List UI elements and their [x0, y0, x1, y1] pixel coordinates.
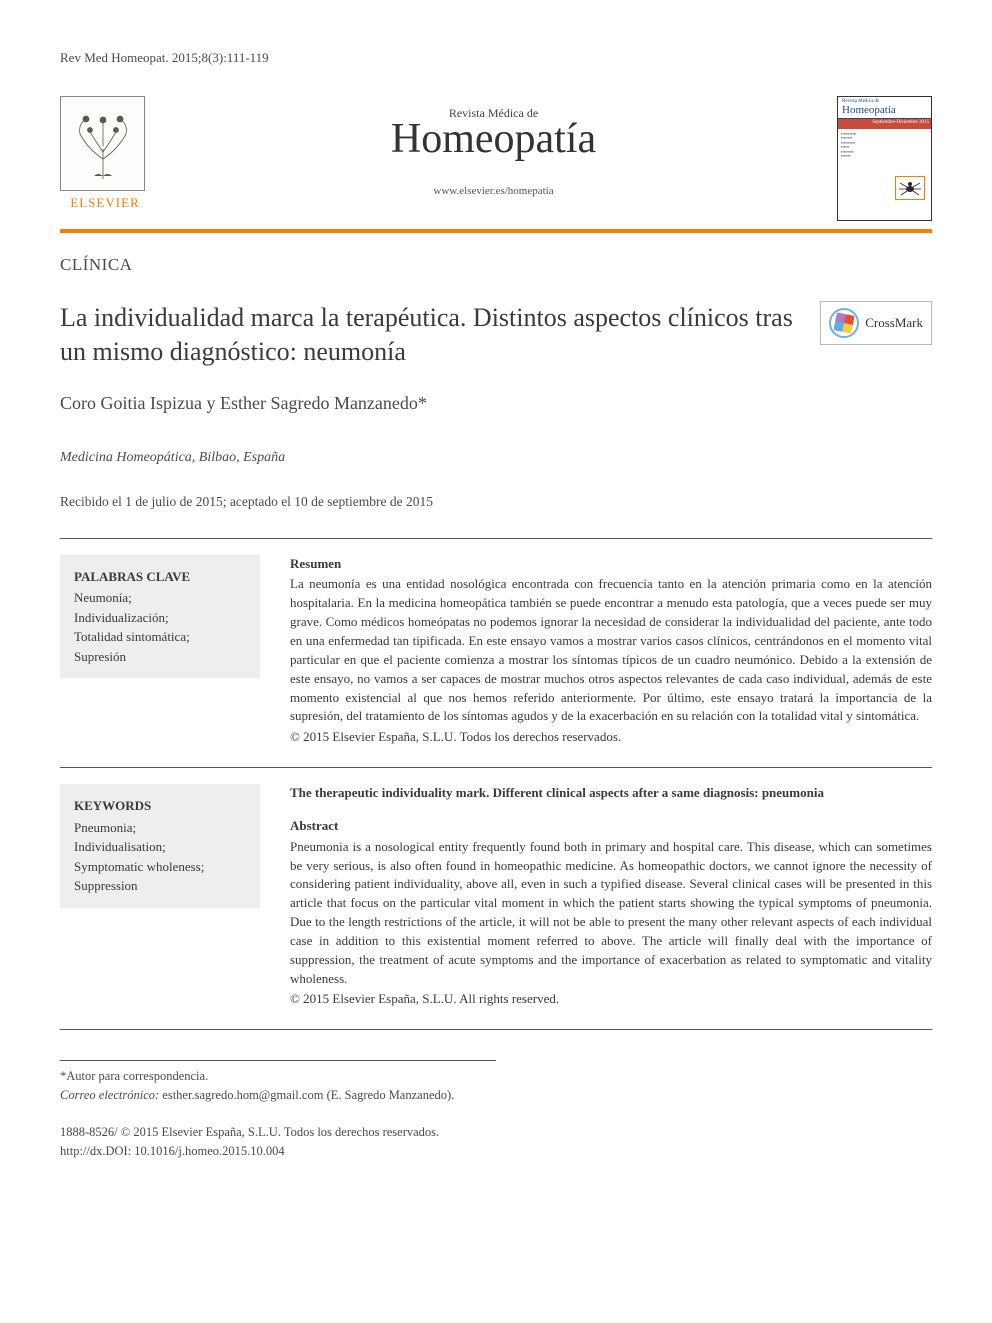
resumen-block: PALABRAS CLAVE Neumonía; Individualizaci…	[60, 539, 932, 767]
email-label: Correo electrónico:	[60, 1088, 162, 1102]
crossmark-label: CrossMark	[865, 315, 923, 331]
cover-toc-text: ▪▪▪▪▪▪▪▪▪▪▪▪▪▪▪▪▪▪▪▪▪▪▪▪▪▪▪▪▪▪▪▪▪▪▪▪▪▪▪▪…	[838, 129, 931, 161]
palabras-clave-item: Supresión	[74, 647, 246, 667]
doi-link[interactable]: http://dx.DOI: 10.1016/j.homeo.2015.10.0…	[60, 1142, 932, 1161]
author-email-name: (E. Sagredo Manzanedo).	[323, 1088, 454, 1102]
cover-spider-icon	[895, 176, 925, 200]
affiliation: Medicina Homeopática, Bilbao, España	[60, 450, 932, 466]
elsevier-logo: ELSEVIER	[60, 96, 150, 211]
footnotes: *Autor para correspondencia. Correo elec…	[60, 1060, 496, 1105]
abstract-title-en: The therapeutic individuality mark. Diff…	[290, 784, 932, 803]
keywords-heading: KEYWORDS	[74, 796, 246, 816]
cover-issue-bar: Septiembre-Diciembre 2015	[838, 119, 931, 129]
keywords-item: Pneumonia;	[74, 818, 246, 838]
citation: Rev Med Homeopat. 2015;8(3):111-119	[60, 50, 932, 66]
resumen-content: Resumen La neumonía es una entidad nosol…	[290, 555, 932, 747]
keywords-box: KEYWORDS Pneumonia; Individualisation; S…	[60, 784, 260, 908]
palabras-clave-box: PALABRAS CLAVE Neumonía; Individualizaci…	[60, 555, 260, 679]
author-email[interactable]: esther.sagredo.hom@gmail.com	[162, 1088, 323, 1102]
resumen-copyright: © 2015 Elsevier España, S.L.U. Todos los…	[290, 728, 932, 747]
article-title: La individualidad marca la terapéutica. …	[60, 301, 800, 369]
abstract-body: Pneumonia is a nosological entity freque…	[290, 839, 932, 986]
keywords-item: Individualisation;	[74, 837, 246, 857]
elsevier-tree-icon	[60, 96, 145, 191]
rule-bottom	[60, 1029, 932, 1030]
header-rule	[60, 229, 932, 233]
title-row: La individualidad marca la terapéutica. …	[60, 301, 932, 369]
issn-copyright: 1888-8526/ © 2015 Elsevier España, S.L.U…	[60, 1123, 932, 1142]
cover-title: Homeopatía	[842, 104, 896, 116]
section-label: CLÍNICA	[60, 255, 932, 275]
palabras-clave-heading: PALABRAS CLAVE	[74, 567, 246, 587]
corresponding-author-note: *Autor para correspondencia.	[60, 1067, 496, 1086]
resumen-body: La neumonía es una entidad nosológica en…	[290, 576, 932, 723]
journal-masthead: Revista Médica de Homeopatía www.elsevie…	[170, 96, 817, 197]
issn-block: 1888-8526/ © 2015 Elsevier España, S.L.U…	[60, 1123, 932, 1161]
crossmark-icon	[829, 308, 859, 338]
palabras-clave-item: Totalidad sintomática;	[74, 627, 246, 647]
elsevier-wordmark: ELSEVIER	[60, 195, 150, 211]
authors: Coro Goitia Ispizua y Esther Sagredo Man…	[60, 393, 932, 414]
abstract-heading: Abstract	[290, 817, 932, 836]
keywords-item: Symptomatic wholeness;	[74, 857, 246, 877]
abstract-copyright: © 2015 Elsevier España, S.L.U. All right…	[290, 990, 932, 1009]
abstract-content: The therapeutic individuality mark. Diff…	[290, 784, 932, 1009]
keywords-item: Suppression	[74, 876, 246, 896]
crossmark-badge[interactable]: CrossMark	[820, 301, 932, 345]
journal-url[interactable]: www.elsevier.es/homepatía	[170, 185, 817, 197]
article-dates: Recibido el 1 de julio de 2015; aceptado…	[60, 494, 932, 510]
palabras-clave-item: Neumonía;	[74, 588, 246, 608]
abstract-block: KEYWORDS Pneumonia; Individualisation; S…	[60, 768, 932, 1029]
palabras-clave-item: Individualización;	[74, 608, 246, 628]
resumen-heading: Resumen	[290, 555, 932, 574]
journal-title: Homeopatía	[170, 115, 817, 163]
header: ELSEVIER Revista Médica de Homeopatía ww…	[60, 96, 932, 221]
journal-cover-thumbnail: Revista Médica de Homeopatía Septiembre-…	[837, 96, 932, 221]
